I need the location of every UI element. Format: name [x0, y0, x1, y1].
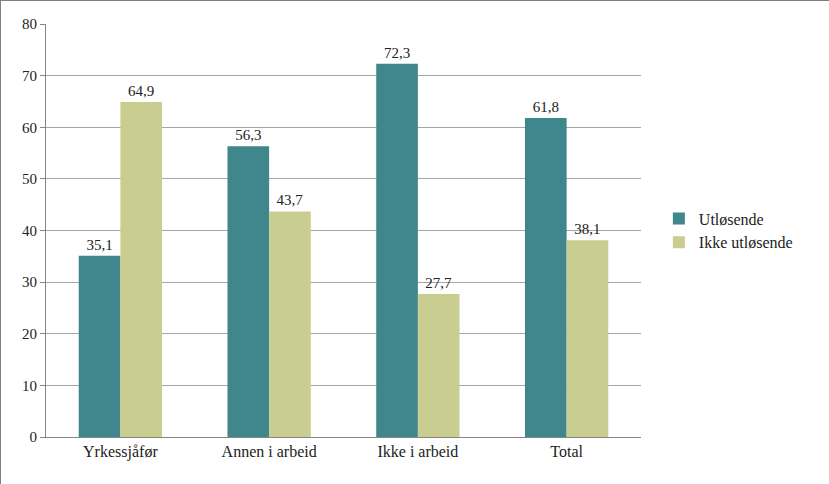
svg-text:61,8: 61,8 [533, 99, 559, 115]
svg-text:50: 50 [22, 171, 37, 187]
svg-text:Total: Total [550, 443, 583, 460]
svg-text:30: 30 [22, 274, 37, 290]
svg-text:Ikke utløsende: Ikke utløsende [699, 234, 793, 251]
svg-text:43,7: 43,7 [277, 192, 304, 208]
svg-text:40: 40 [22, 223, 37, 239]
svg-text:56,3: 56,3 [235, 127, 261, 143]
svg-text:72,3: 72,3 [384, 45, 410, 61]
svg-text:80: 80 [22, 16, 37, 32]
svg-text:60: 60 [22, 120, 37, 136]
svg-text:38,1: 38,1 [574, 221, 600, 237]
svg-text:Utløsende: Utløsende [699, 211, 764, 228]
svg-text:Yrkessjåfør: Yrkessjåfør [83, 443, 158, 461]
svg-text:27,7: 27,7 [425, 275, 452, 291]
svg-text:Annen i arbeid: Annen i arbeid [222, 443, 317, 460]
svg-text:0: 0 [30, 429, 38, 445]
svg-text:20: 20 [22, 326, 37, 342]
svg-text:64,9: 64,9 [128, 83, 154, 99]
svg-text:Ikke i arbeid: Ikke i arbeid [377, 443, 458, 460]
svg-text:70: 70 [22, 68, 37, 84]
svg-text:10: 10 [22, 378, 37, 394]
svg-text:35,1: 35,1 [86, 237, 112, 253]
